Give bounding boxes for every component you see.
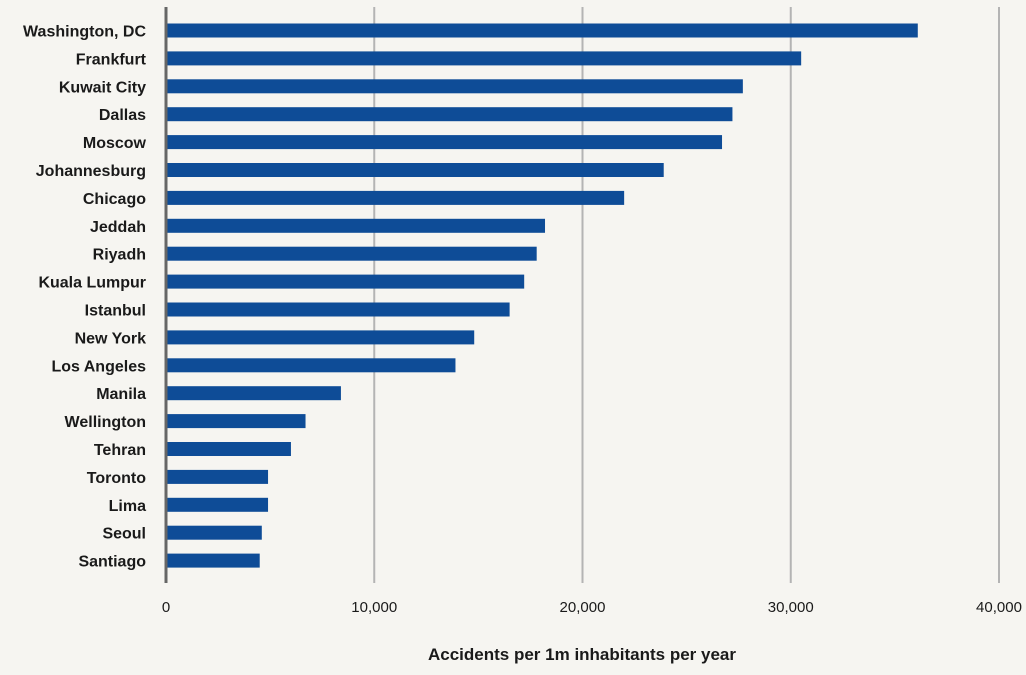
category-label: Moscow: [83, 135, 147, 152]
category-label: Kuala Lumpur: [38, 275, 146, 292]
bar: [166, 497, 269, 512]
bar: [166, 79, 743, 94]
bar: [166, 386, 341, 401]
bar: [166, 330, 475, 345]
category-labels: Washington, DC Frankfurt Kuwait City Dallas…: [23, 24, 147, 571]
category-label: Chicago: [83, 191, 146, 208]
bar: [166, 246, 537, 261]
bar: [166, 302, 510, 317]
bar: [166, 23, 918, 38]
category-label: New York: [75, 330, 147, 347]
category-label: Tehran: [94, 442, 146, 459]
x-tick-label: 30,000: [768, 599, 814, 616]
category-label: Dallas: [99, 107, 146, 124]
category-label: Wellington: [65, 414, 146, 431]
bar: [166, 525, 262, 540]
category-label: Santiago: [78, 554, 146, 571]
x-axis-label: Accidents per 1m inhabitants per year: [428, 645, 736, 664]
category-label: Seoul: [102, 526, 146, 543]
x-tick-labels: 0 10,000 20,000 30,000 40,000: [162, 599, 1022, 616]
bar: [166, 414, 306, 429]
category-label: Lima: [109, 498, 146, 515]
bar: [166, 469, 269, 484]
bar: [166, 190, 625, 205]
bar: [166, 218, 546, 233]
x-tick-label: 10,000: [351, 599, 397, 616]
gridlines: [373, 7, 1000, 583]
category-label: Riyadh: [93, 247, 146, 264]
x-tick-label: 40,000: [976, 599, 1022, 616]
bar: [166, 107, 733, 122]
category-label: Johannesburg: [36, 163, 146, 180]
category-label: Los Angeles: [51, 358, 146, 375]
category-label: Istanbul: [85, 303, 146, 320]
category-label: Washington, DC: [23, 24, 146, 41]
x-tick-label: 0: [162, 599, 170, 616]
bar: [166, 553, 260, 568]
category-label: Jeddah: [90, 219, 146, 236]
bar: [166, 274, 525, 289]
category-label: Manila: [96, 386, 146, 403]
category-label: Toronto: [87, 470, 146, 487]
bar: [166, 163, 664, 177]
category-label: Kuwait City: [59, 79, 146, 96]
bar: [166, 442, 291, 456]
bar: [166, 51, 802, 66]
x-tick-label: 20,000: [560, 599, 606, 616]
bar: [166, 358, 456, 373]
bar: [166, 135, 723, 150]
bars: [166, 23, 918, 568]
category-label: Frankfurt: [76, 51, 147, 68]
